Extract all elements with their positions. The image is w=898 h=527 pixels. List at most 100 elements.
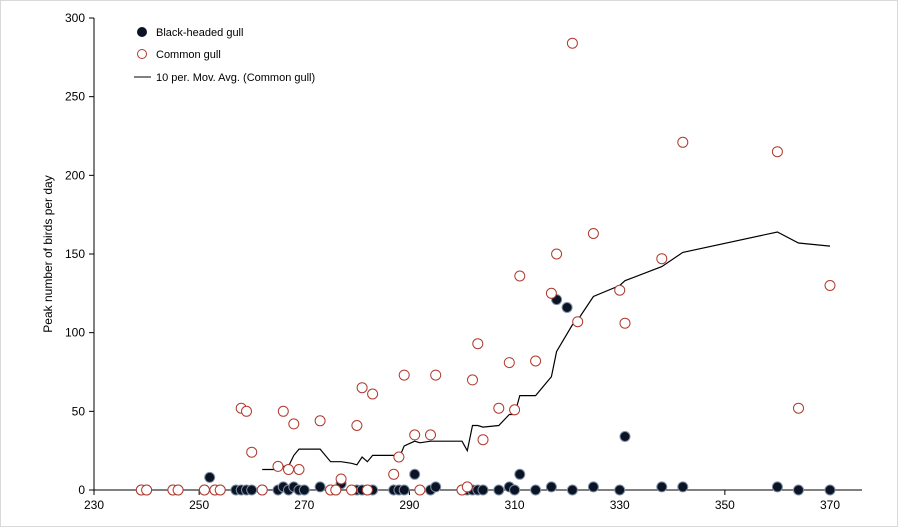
y-tick-label: 50 (72, 404, 86, 418)
common-gull-point (293, 464, 305, 475)
common-gull-point (551, 248, 563, 260)
x-tick-label: 350 (715, 498, 735, 512)
common-gull-point (272, 460, 284, 472)
common-gull-point (356, 382, 368, 394)
common-gull-point (398, 369, 410, 381)
common-gull-point (314, 415, 326, 427)
common-gull-point (514, 270, 526, 282)
common-gull-point (493, 402, 505, 414)
common-gull-point (141, 484, 153, 496)
x-ticks: 230 250 270 290 310 330 350 370 (84, 490, 840, 512)
black-headed-gull-point (314, 481, 326, 493)
common-gull-point (388, 468, 400, 480)
y-tick-label: 200 (65, 168, 85, 182)
black-headed-gull-point (545, 481, 557, 493)
common-gull-point (677, 136, 689, 148)
black-headed-gull-point (566, 484, 578, 496)
black-headed-gull-point (614, 484, 626, 496)
black-headed-gull-point (246, 484, 258, 496)
black-headed-gull-point (587, 481, 599, 493)
legend-label-moving-average: 10 per. Mov. Avg. (Common gull) (156, 72, 315, 84)
black-headed-gull-point (493, 484, 505, 496)
common-gull-point (587, 228, 599, 239)
common-gull-point (198, 484, 210, 496)
black-headed-gull-point (824, 484, 836, 496)
y-ticks: 0 50 100 150 200 250 300 (65, 11, 94, 497)
common-gull-point (572, 316, 584, 328)
common-gull-point (288, 418, 300, 430)
black-headed-gull-point (509, 484, 521, 496)
common-gull-point (335, 473, 347, 485)
common-gull-point (256, 484, 268, 496)
common-gull-point (656, 253, 668, 265)
x-tick-label: 250 (189, 498, 209, 512)
legend: Black-headed gull Common gull 10 per. Mo… (134, 27, 315, 84)
black-headed-gull-point (398, 484, 410, 496)
common-gull-point (361, 484, 373, 496)
common-gull-point (771, 146, 783, 158)
x-tick-label: 370 (820, 498, 840, 512)
black-headed-gull-point (677, 481, 689, 493)
common-gull-point (467, 374, 478, 386)
y-axis-label: Peak number of birds per day (41, 175, 55, 332)
common-gull-point (530, 355, 542, 367)
black-headed-gull-point (793, 484, 804, 496)
x-tick-label: 290 (399, 498, 419, 512)
common-gull-point (461, 481, 473, 493)
common-gull-point (214, 484, 226, 496)
common-gull-point (246, 446, 258, 458)
legend-entry-common-gull: Common gull (137, 49, 221, 61)
common-gull-point (330, 484, 342, 496)
black-headed-gull-point (619, 431, 631, 442)
common-gull-point (545, 287, 557, 299)
common-gull-point (619, 317, 631, 329)
common-gull-point (503, 357, 515, 369)
black-headed-gull-point (430, 481, 442, 493)
legend-entry-black-headed-gull: Black-headed gull (137, 27, 243, 39)
common-gull-point (346, 484, 358, 496)
black-headed-gull-point (530, 484, 542, 496)
common-gull-point (824, 280, 836, 291)
common-gull-point (393, 451, 405, 463)
legend-label-black-headed-gull: Black-headed gull (156, 27, 243, 39)
moving-average-line (262, 231, 831, 471)
black-headed-gull-point (477, 484, 489, 496)
legend-entry-moving-average: 10 per. Mov. Avg. (Common gull) (134, 72, 315, 84)
common-gull-point (351, 420, 363, 431)
y-tick-label: 300 (65, 11, 85, 25)
common-gull-point (566, 37, 578, 49)
x-tick-label: 270 (294, 498, 314, 512)
black-headed-gull-point (204, 471, 216, 483)
common-gull-point (430, 369, 442, 381)
common-gull-point (241, 405, 252, 417)
common-gull-point (472, 338, 484, 350)
plot-area (135, 37, 836, 496)
y-tick-label: 250 (65, 90, 85, 104)
common-gull-point (277, 405, 289, 417)
y-tick-label: 100 (65, 326, 85, 340)
legend-marker-black-headed-gull (137, 27, 147, 37)
common-gull-point (614, 284, 626, 296)
x-tick-label: 310 (505, 498, 525, 512)
y-tick-label: 0 (78, 483, 85, 497)
black-headed-gull-point (409, 468, 421, 480)
legend-label-common-gull: Common gull (156, 49, 221, 61)
common-gull-point (477, 434, 489, 446)
common-gull-point (172, 484, 184, 496)
black-headed-gull-point (771, 481, 783, 493)
legend-marker-common-gull (137, 49, 147, 59)
black-headed-gull-point (514, 468, 526, 480)
y-tick-label: 150 (65, 247, 85, 261)
x-tick-label: 230 (84, 498, 104, 512)
x-tick-label: 330 (610, 498, 630, 512)
common-gull-point (409, 429, 421, 441)
black-headed-gull-point (656, 481, 668, 493)
common-gull-point (283, 464, 294, 475)
common-gull-point (509, 404, 521, 416)
common-gull-point (793, 402, 804, 414)
black-headed-gull-point (298, 484, 310, 496)
black-headed-gull-point (561, 302, 573, 313)
common-gull-point (367, 388, 379, 400)
